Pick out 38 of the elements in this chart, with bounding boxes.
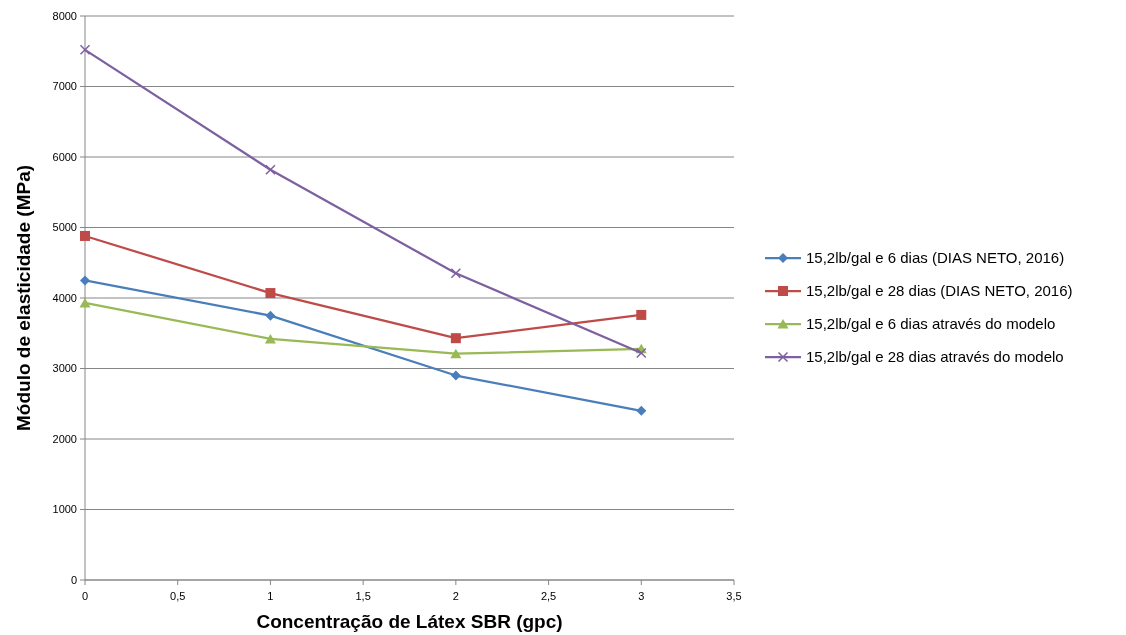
y-tick-label: 5000 [52,221,77,234]
legend-label: 15,2lb/gal e 28 dias através do modelo [806,348,1064,366]
x-tick-label: 1 [267,590,274,602]
y-tick-label: 4000 [52,291,77,304]
x-tick-label: 0 [81,590,89,602]
point [636,405,647,416]
y-tick-label: 3000 [52,362,77,375]
y-tick-label: 1000 [52,503,77,516]
point [265,164,276,175]
point [79,44,91,56]
point [450,333,461,344]
y-axis-title: Módulo de elasticidade (MPa) [13,164,34,432]
y-tick-label: 7000 [52,80,77,93]
point [265,310,276,321]
y-tick-label: 8000 [52,9,77,22]
legend-label: 15,2lb/gal e 6 dias através do modelo [806,315,1056,333]
point [265,288,276,299]
point [80,275,90,286]
x-tick-label: 2 [452,590,459,602]
point [636,347,647,359]
x-tick-label: 2,5 [540,590,557,602]
point [636,309,647,320]
legend-label: 15,2lb/gal e 6 dias (DIAS NETO, 2016) [806,249,1065,267]
legend-label: 15,2lb/gal e 28 dias (DIAS NETO, 2016) [806,282,1073,300]
point [264,333,276,344]
point [450,268,462,279]
y-tick-label: 2000 [52,432,77,445]
x-tick-label: 1,5 [355,590,371,602]
point [450,370,461,381]
y-tick-label: 0 [70,573,77,586]
point [79,297,91,308]
point [80,230,90,241]
x-tick-label: 0,5 [170,590,186,602]
point [450,348,462,359]
x-tick-label: 3 [638,590,645,602]
y-tick-label: 6000 [52,150,77,163]
x-tick-label: 3,5 [726,590,742,602]
x-axis-title: Concentração de Látex SBR (gpc) [256,611,563,632]
